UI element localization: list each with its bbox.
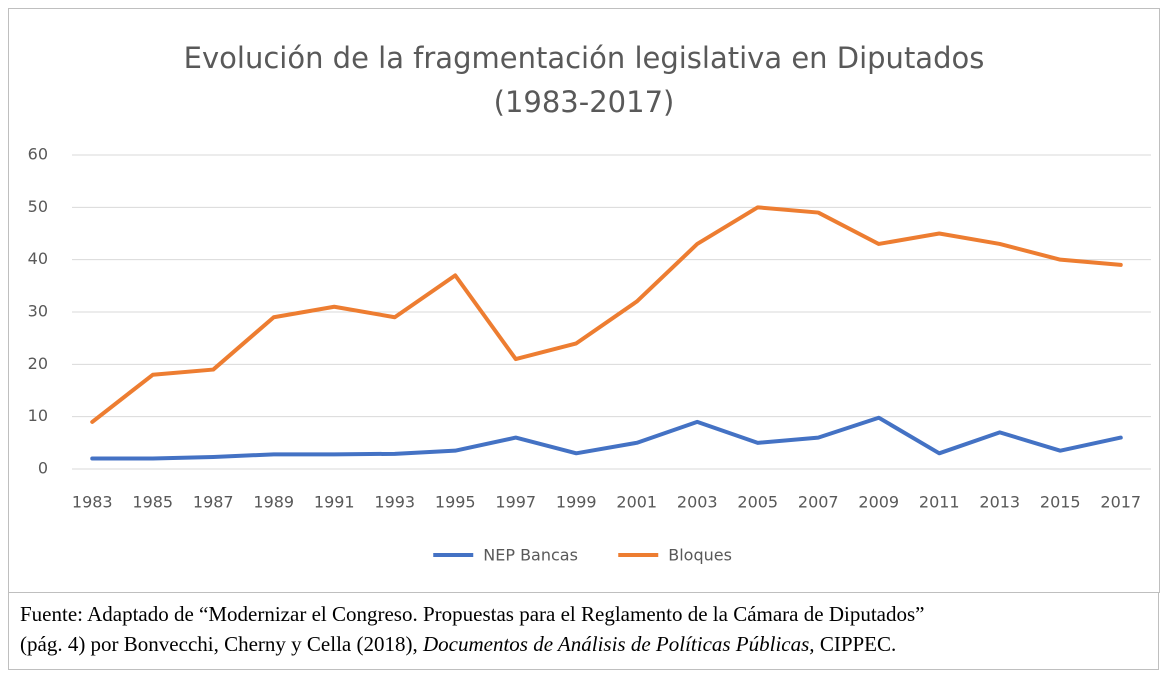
y-tick-label: 10 <box>28 406 48 425</box>
caption-italic: Documentos de Análisis de Políticas Públ… <box>422 632 815 656</box>
line-series <box>90 205 1123 424</box>
caption: Fuente: Adaptado de “Modernizar el Congr… <box>8 592 1159 670</box>
y-tick-label: 0 <box>38 459 48 478</box>
caption-line: Fuente: Adaptado de “Modernizar el Congr… <box>20 602 925 626</box>
caption-text: (pág. 4) por Bonvecchi, Cherny y Cella (… <box>20 632 418 656</box>
x-tick-label: 1999 <box>556 493 597 512</box>
x-tick-label: 1993 <box>374 493 415 512</box>
legend-label: Bloques <box>668 546 732 565</box>
x-tick-label: 1991 <box>314 493 355 512</box>
y-tick-label: 20 <box>28 354 48 373</box>
caption-text: CIPPEC. <box>819 632 897 656</box>
x-tick-label: 2003 <box>677 493 718 512</box>
chart: Evolución de la fragmentación legislativ… <box>8 8 1160 593</box>
x-tick-label: 2001 <box>616 493 657 512</box>
x-tick-label: 1985 <box>132 493 173 512</box>
x-tick-label: 1995 <box>435 493 476 512</box>
x-tick-label: 2015 <box>1040 493 1081 512</box>
x-tick-label: 2017 <box>1100 493 1141 512</box>
x-tick-label: 1989 <box>253 493 294 512</box>
caption-line: (pág. 4) por Bonvecchi, Cherny y Cella (… <box>20 629 1158 659</box>
y-tick-label: 50 <box>28 197 48 216</box>
x-tick-label: 2011 <box>919 493 960 512</box>
chart-border <box>8 8 1160 593</box>
x-tick-label: 2009 <box>858 493 899 512</box>
y-tick-label: 30 <box>28 302 48 321</box>
x-tick-label: 1987 <box>193 493 234 512</box>
chart-title: Evolución de la fragmentación legislativ… <box>184 41 985 75</box>
y-tick-label: 40 <box>28 249 48 268</box>
x-tick-label: 2013 <box>979 493 1020 512</box>
x-tick-label: 2007 <box>798 493 839 512</box>
line-series <box>90 415 1123 461</box>
x-tick-label: 1983 <box>72 493 113 512</box>
x-tick-label: 2005 <box>737 493 778 512</box>
legend-label: NEP Bancas <box>483 546 578 565</box>
y-tick-label: 60 <box>28 145 48 164</box>
chart-title: (1983-2017) <box>494 85 675 119</box>
x-tick-label: 1997 <box>495 493 536 512</box>
